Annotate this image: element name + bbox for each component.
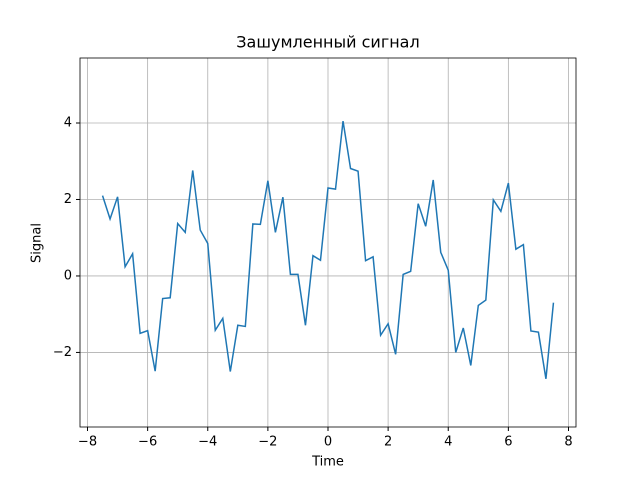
x-tick-label: 0 [324,435,332,450]
y-axis-label: Signal [30,223,45,263]
x-tick-label: −2 [258,435,277,450]
y-tick-label: 0 [64,268,72,283]
x-tick-label: 8 [564,435,572,450]
plot-frame [79,57,577,428]
x-tick-label: −4 [198,435,217,450]
x-tick-label: 4 [444,435,452,450]
x-tick-label: −6 [138,435,157,450]
y-tick-label: 4 [64,116,72,131]
data-line [101,120,555,379]
y-tick-label: 2 [64,192,72,207]
chart-title: Зашумленный сигнал [236,33,419,52]
x-tick-label: 6 [504,435,512,450]
x-axis-label: Time [311,455,344,470]
x-tick-label: −8 [78,435,97,450]
y-tick-label: −2 [53,345,72,360]
x-tick-label: 2 [384,435,392,450]
